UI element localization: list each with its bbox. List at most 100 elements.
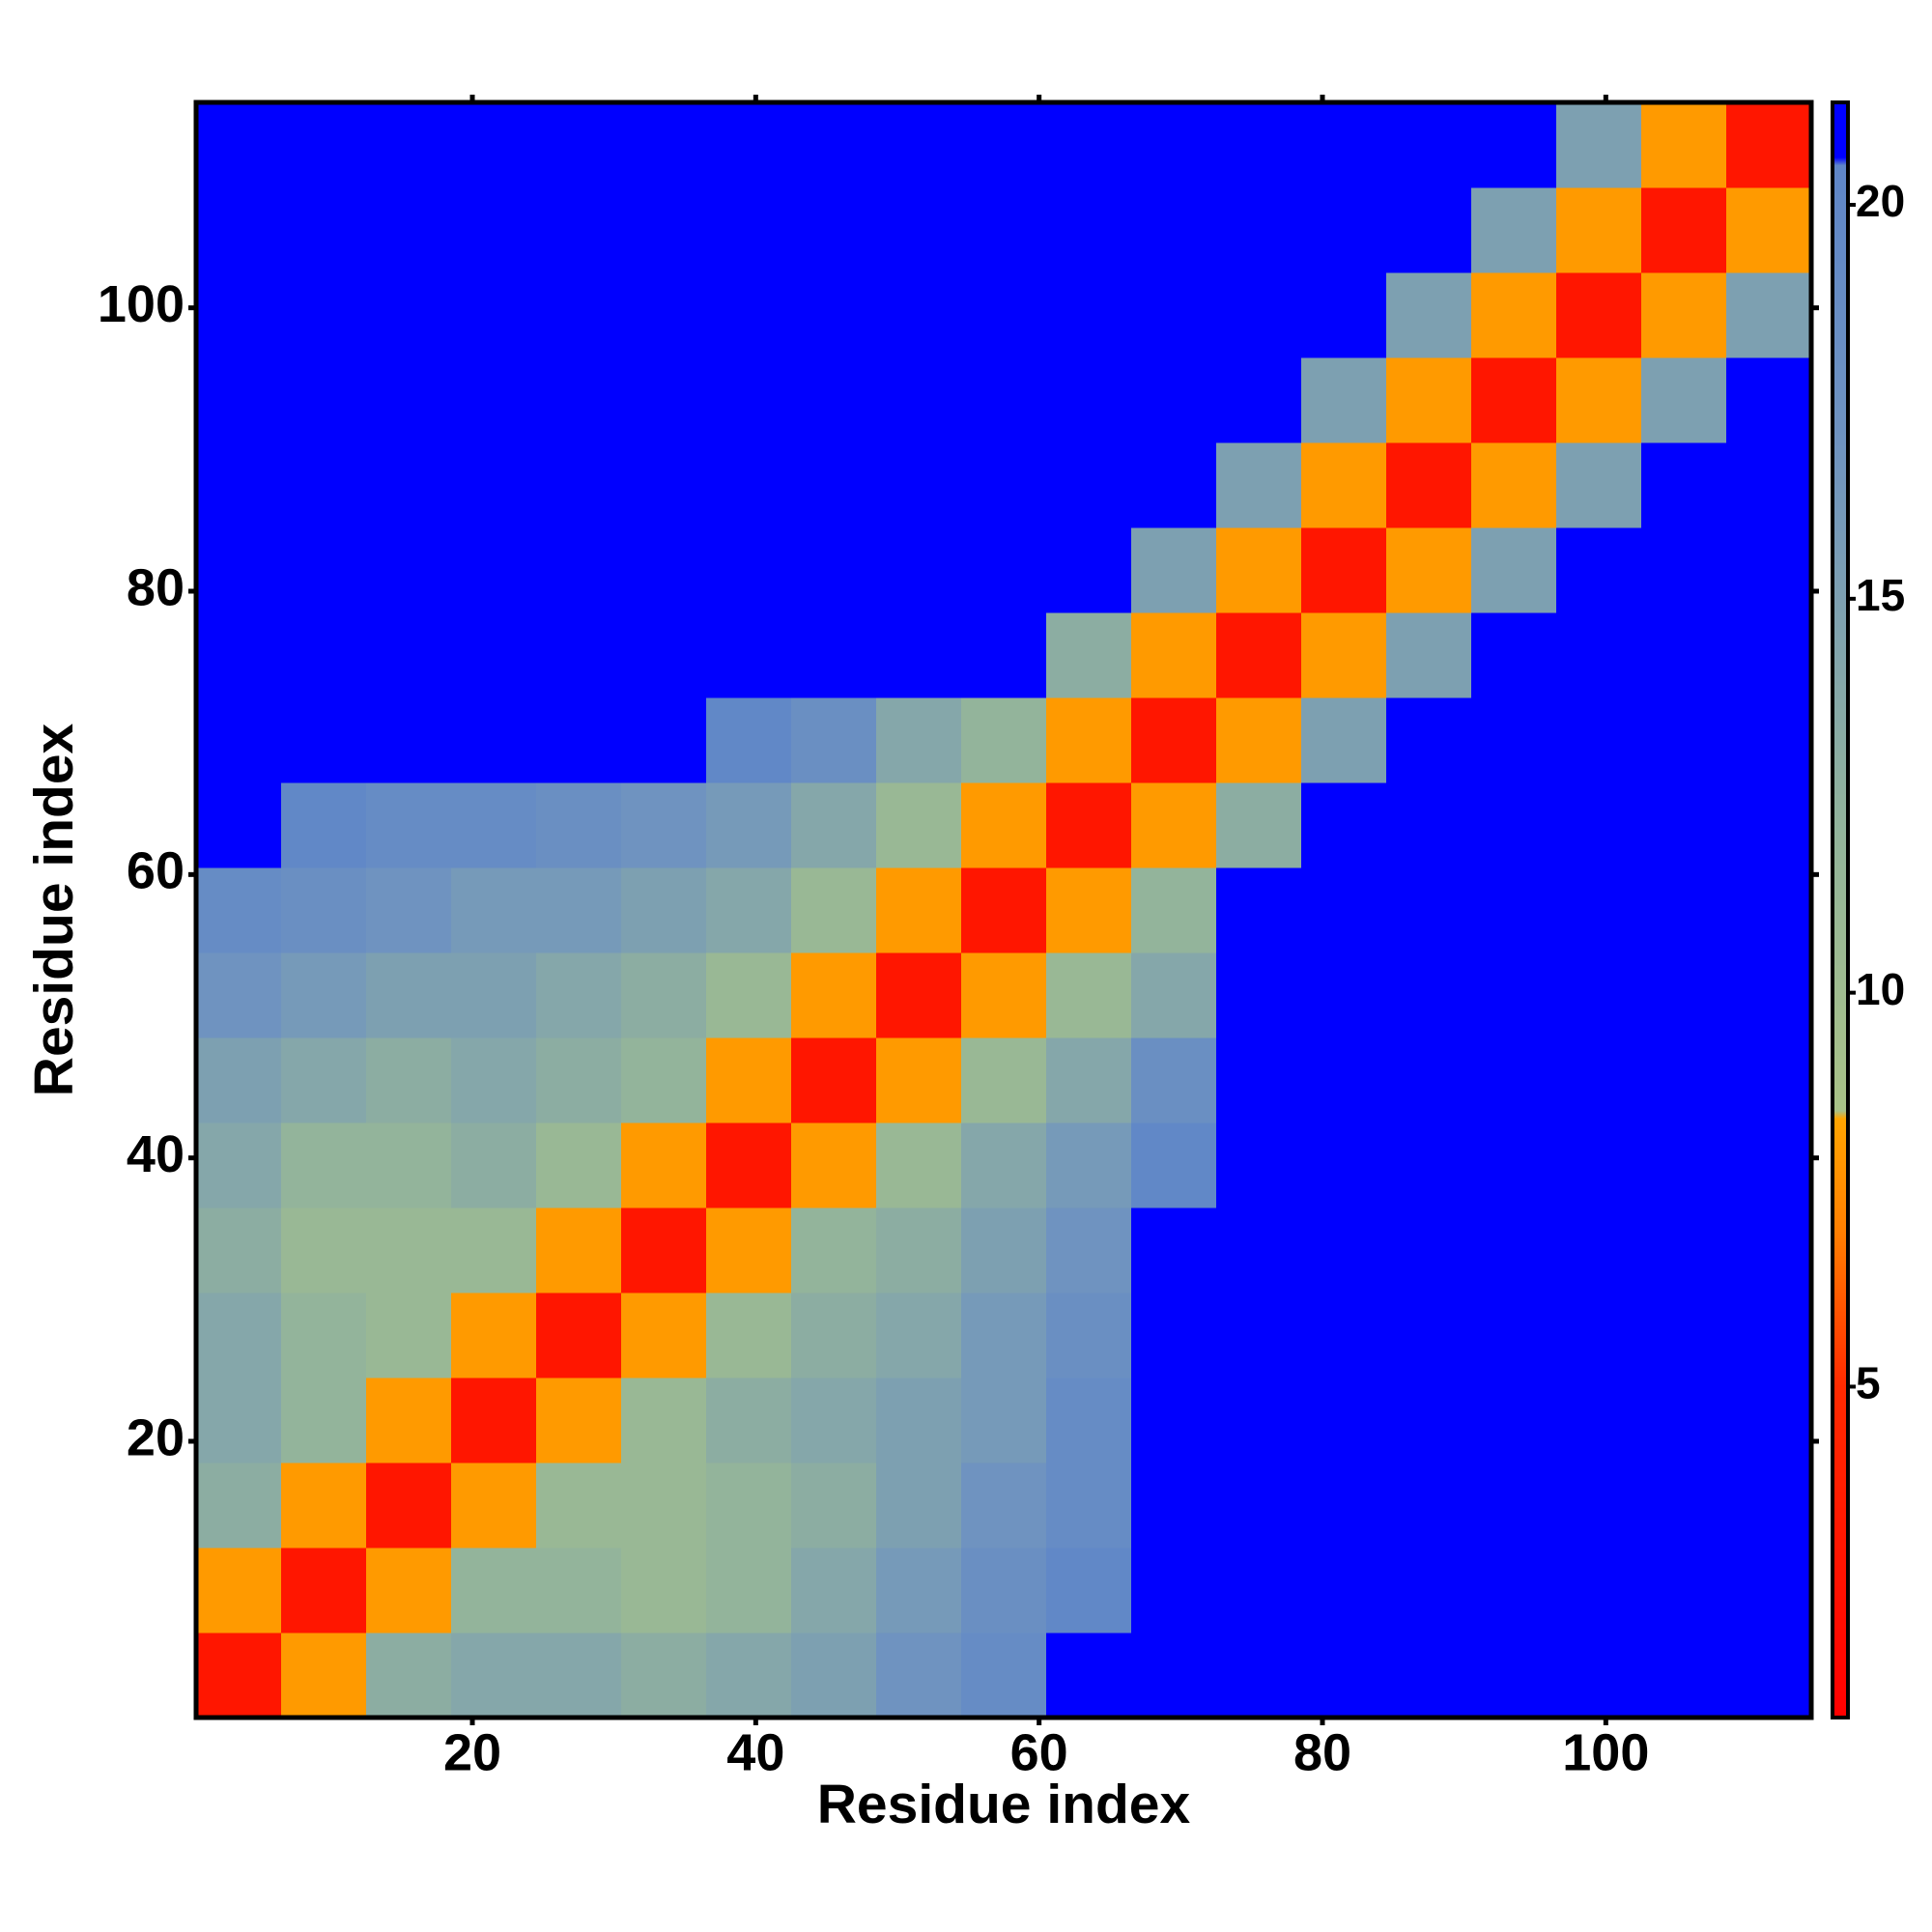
- heatmap-cell: [196, 1293, 282, 1378]
- heatmap-cell: [1471, 697, 1557, 783]
- heatmap-cell: [1386, 1548, 1472, 1634]
- heatmap-cell: [281, 1208, 367, 1293]
- heatmap-cell: [1046, 187, 1132, 273]
- heatmap-cell: [961, 1548, 1047, 1634]
- heatmap-cell: [536, 357, 622, 443]
- heatmap-cell: [1641, 272, 1727, 358]
- heatmap-cell: [1046, 1293, 1132, 1378]
- heatmap-cell: [1301, 1633, 1387, 1719]
- heatmap-cell: [1726, 1548, 1812, 1634]
- heatmap-cell: [366, 697, 452, 783]
- heatmap-cell: [791, 1293, 877, 1378]
- heatmap-cell: [281, 527, 367, 613]
- heatmap-cell: [1386, 612, 1472, 698]
- heatmap-cell: [1046, 1208, 1132, 1293]
- heatmap-cell: [1216, 1548, 1302, 1634]
- x-tick-label: 20: [443, 1723, 501, 1781]
- heatmap-cell: [1216, 697, 1302, 783]
- heatmap-cell: [1556, 952, 1642, 1038]
- heatmap-cell: [1641, 612, 1727, 698]
- heatmap-cell: [1216, 442, 1302, 528]
- heatmap-cell: [196, 782, 282, 868]
- heatmap-cell: [706, 1548, 792, 1634]
- heatmap-cell: [196, 357, 282, 443]
- heatmap-cell: [1131, 1208, 1217, 1293]
- heatmap-cell: [281, 1633, 367, 1719]
- heatmap-cell: [536, 272, 622, 358]
- colorbar-tick-label: 10: [1856, 964, 1905, 1014]
- colorbar: [1831, 100, 1850, 1719]
- heatmap-cell: [1131, 867, 1217, 953]
- heatmap-cell: [1726, 357, 1812, 443]
- heatmap-cell: [1556, 1633, 1642, 1719]
- heatmap-cell: [1726, 102, 1812, 188]
- heatmap-cell: [1386, 272, 1472, 358]
- heatmap-cell: [196, 697, 282, 783]
- heatmap-cell: [1386, 1122, 1472, 1208]
- heatmap-cell: [706, 527, 792, 613]
- heatmap-cell: [876, 1633, 962, 1719]
- heatmap-cell: [961, 1463, 1047, 1548]
- heatmap-cell: [1471, 1293, 1557, 1378]
- heatmap-cell: [1131, 1293, 1217, 1378]
- heatmap-cell: [1556, 612, 1642, 698]
- heatmap-cell: [451, 1633, 537, 1719]
- heatmap-cell: [1046, 1122, 1132, 1208]
- heatmap-cell: [621, 1037, 707, 1123]
- x-tick-label: 100: [1562, 1723, 1649, 1781]
- heatmap-cell: [706, 1293, 792, 1378]
- heatmap-cell: [1131, 442, 1217, 528]
- heatmap-cell: [1046, 697, 1132, 783]
- heatmap-cell: [366, 612, 452, 698]
- heatmap-cell: [1301, 1122, 1387, 1208]
- heatmap-cell: [1301, 782, 1387, 868]
- colorbar-tick-label: 15: [1856, 570, 1905, 620]
- x-axis-title: Residue index: [817, 1774, 1191, 1835]
- heatmap-cell: [791, 187, 877, 273]
- heatmap-cell: [1046, 357, 1132, 443]
- heatmap-cell: [1046, 1463, 1132, 1548]
- heatmap-cell: [536, 1122, 622, 1208]
- heatmap-cell: [451, 102, 537, 188]
- heatmap-cell: [1131, 272, 1217, 358]
- heatmap-cell: [791, 272, 877, 358]
- heatmap-cell: [1726, 782, 1812, 868]
- heatmap-cell: [961, 1293, 1047, 1378]
- heatmap-cell: [1301, 272, 1387, 358]
- heatmap-cell: [281, 272, 367, 358]
- heatmap-cell: [451, 1208, 537, 1293]
- heatmap-cell: [451, 187, 537, 273]
- heatmap-cell: [196, 102, 282, 188]
- heatmap-cell: [1726, 187, 1812, 273]
- heatmap-cell: [1046, 442, 1132, 528]
- heatmap-cell: [281, 1122, 367, 1208]
- heatmap-cell: [1726, 1463, 1812, 1548]
- heatmap-cell: [1471, 102, 1557, 188]
- heatmap-cell: [1641, 527, 1727, 613]
- heatmap-cell: [791, 357, 877, 443]
- heatmap-cell: [791, 1463, 877, 1548]
- y-tick-label: 60: [127, 842, 185, 900]
- heatmap-cell: [536, 1208, 622, 1293]
- heatmap-cell: [1386, 1293, 1472, 1378]
- heatmap-cell: [1641, 357, 1727, 443]
- heatmap-cell: [1386, 1037, 1472, 1123]
- heatmap-cell: [791, 952, 877, 1038]
- heatmap-cell: [1556, 1293, 1642, 1378]
- heatmap-cell: [1386, 187, 1472, 273]
- heatmap-cell: [1046, 527, 1132, 613]
- heatmap-cell: [876, 1548, 962, 1634]
- heatmap-cell: [1471, 357, 1557, 443]
- heatmap-cell: [1301, 1378, 1387, 1463]
- heatmap-cell: [1131, 1037, 1217, 1123]
- heatmap-cell: [451, 697, 537, 783]
- heatmap-cell: [876, 272, 962, 358]
- heatmap-cell: [1216, 1293, 1302, 1378]
- heatmap-cell: [1046, 952, 1132, 1038]
- heatmap-cell: [621, 102, 707, 188]
- heatmap-cell: [281, 1463, 367, 1548]
- heatmap-cell: [1556, 1378, 1642, 1463]
- heatmap-cell: [1301, 612, 1387, 698]
- heatmap-cell: [876, 1208, 962, 1293]
